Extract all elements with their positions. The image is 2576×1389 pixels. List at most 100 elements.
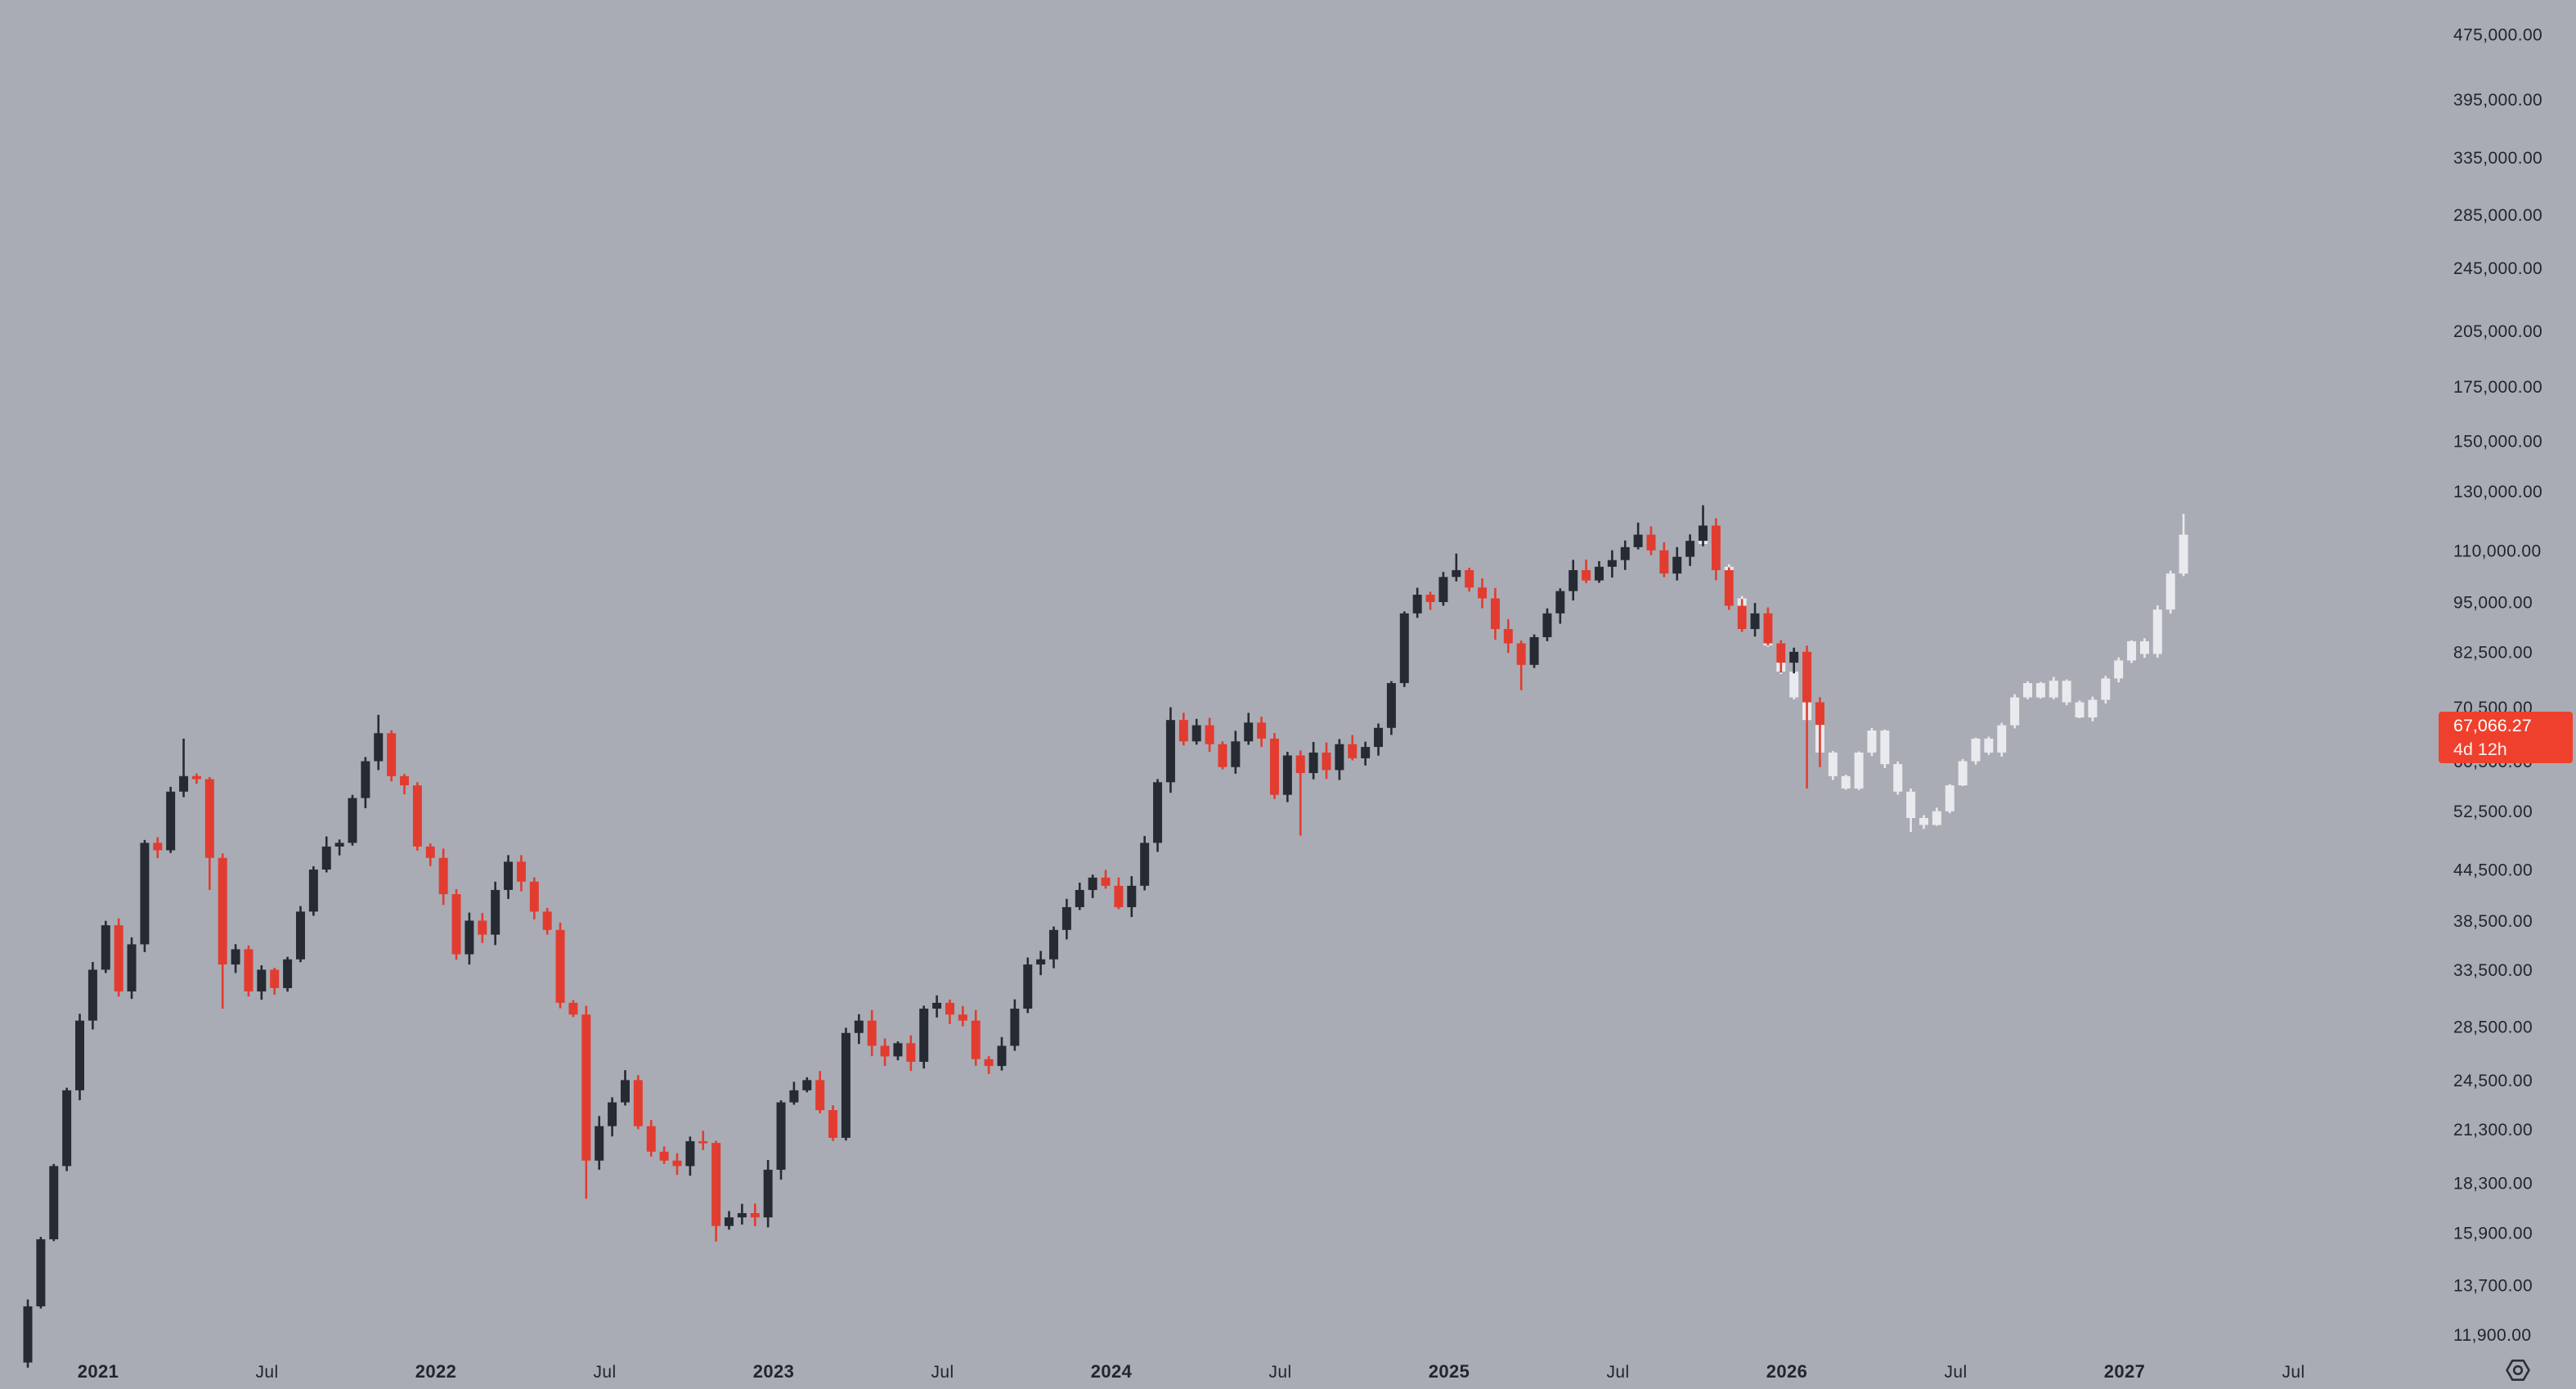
projection-candle — [1867, 730, 1877, 753]
history-candle — [1010, 1009, 1020, 1046]
history-candle — [1594, 566, 1604, 581]
y-axis-label: 44,500.00 — [2453, 861, 2533, 880]
history-candle — [711, 1143, 721, 1226]
y-axis-label: 15,900.00 — [2453, 1224, 2533, 1243]
projection-candle — [2075, 702, 2085, 718]
x-axis-label: 2025 — [1429, 1361, 1470, 1382]
y-axis-label: 110,000.00 — [2453, 542, 2542, 560]
projection-candle — [1854, 753, 1864, 789]
history-candle — [334, 843, 344, 847]
y-axis-label: 95,000.00 — [2453, 593, 2533, 612]
x-axis-label: Jul — [2282, 1363, 2304, 1382]
projection-candle — [1945, 785, 1954, 811]
history-candle — [1075, 889, 1084, 907]
projection-candle — [2152, 609, 2162, 654]
y-axis-label: 395,000.00 — [2453, 91, 2542, 110]
history-candle — [1659, 550, 1669, 574]
history-candle — [880, 1045, 890, 1057]
history-candle — [725, 1217, 734, 1226]
history-candle — [659, 1151, 669, 1161]
y-axis-label: 21,300.00 — [2453, 1121, 2533, 1140]
projection-series — [1699, 514, 2188, 833]
history-candle — [425, 846, 435, 858]
history-series — [23, 505, 1824, 1368]
history-candle — [1503, 628, 1513, 644]
history-candle — [1361, 747, 1371, 759]
y-axis-label: 28,500.00 — [2453, 1018, 2533, 1037]
history-candle — [191, 775, 201, 780]
history-candle — [62, 1090, 72, 1166]
history-candle — [620, 1080, 630, 1103]
history-candle — [763, 1169, 773, 1218]
history-wick — [1806, 645, 1808, 789]
last-price-value: 67,066.27 — [2453, 716, 2532, 736]
price-scale[interactable]: 475,000.00 395,000.00 335,000.00 285,000.00… — [2453, 26, 2542, 1346]
history-candle — [867, 1020, 877, 1046]
projection-candle — [2165, 573, 2175, 610]
history-candle — [1061, 906, 1071, 930]
history-candle — [231, 949, 240, 965]
x-axis-label: Jul — [593, 1363, 616, 1382]
history-candle — [1231, 741, 1241, 767]
history-candle — [412, 785, 422, 847]
history-candle — [1568, 569, 1578, 591]
gear-icon[interactable] — [2502, 1355, 2533, 1386]
history-candle — [802, 1080, 812, 1090]
history-candle — [464, 920, 474, 955]
history-candle — [504, 861, 514, 890]
history-candle — [1165, 720, 1175, 783]
y-axis-label: 18,300.00 — [2453, 1175, 2533, 1193]
history-candle — [478, 920, 487, 935]
history-candle — [971, 1020, 981, 1059]
history-candle — [1218, 744, 1227, 767]
history-candle — [1776, 643, 1786, 663]
history-candle — [1607, 560, 1617, 567]
history-candle — [1114, 885, 1124, 907]
history-candle — [1750, 613, 1760, 629]
y-axis-label: 130,000.00 — [2453, 483, 2542, 501]
history-candle — [542, 911, 552, 930]
x-axis-label: Jul — [255, 1363, 278, 1382]
history-candle — [646, 1126, 656, 1152]
history-candle — [1542, 613, 1552, 637]
history-candle — [932, 1002, 942, 1009]
history-wick — [1819, 697, 1821, 767]
history-candle — [1438, 577, 1448, 602]
x-axis-label: Jul — [1606, 1363, 1629, 1382]
history-candle — [581, 1014, 591, 1161]
history-candle — [1335, 744, 1344, 771]
history-candle — [49, 1166, 59, 1239]
history-candle — [595, 1126, 604, 1161]
history-candle — [1322, 753, 1331, 771]
history-candle — [828, 1110, 838, 1138]
history-candle — [1685, 541, 1695, 557]
time-scale[interactable]: 2021 Jul 2022 Jul 2023 Jul 2024 Jul 2025 Jul 2026 J… — [78, 1361, 2305, 1382]
history-candle — [1205, 725, 1214, 744]
history-candle — [1724, 569, 1734, 606]
y-axis-label: 285,000.00 — [2453, 206, 2542, 225]
projection-candle — [2035, 683, 2045, 698]
history-candle — [1308, 753, 1318, 774]
projection-candle — [1984, 738, 1994, 753]
y-axis-label: 24,500.00 — [2453, 1072, 2533, 1090]
history-wick — [182, 738, 185, 798]
x-axis-label: 2021 — [78, 1361, 119, 1382]
history-candle — [841, 1032, 850, 1138]
projection-candle — [2179, 534, 2188, 574]
y-axis-label: 82,500.00 — [2453, 643, 2533, 662]
history-candle — [1737, 605, 1747, 629]
history-candle — [568, 1002, 578, 1015]
history-candle — [854, 1020, 864, 1033]
projection-candle — [1906, 791, 1916, 819]
x-axis-label: 2027 — [2104, 1361, 2146, 1382]
history-wick — [338, 839, 341, 856]
history-candle — [491, 889, 500, 935]
history-wick — [1455, 553, 1458, 582]
history-candle — [1399, 613, 1409, 684]
history-candle — [1269, 738, 1279, 795]
y-axis-label: 13,700.00 — [2453, 1277, 2533, 1296]
history-candle — [1088, 877, 1097, 890]
history-candle — [608, 1102, 617, 1126]
